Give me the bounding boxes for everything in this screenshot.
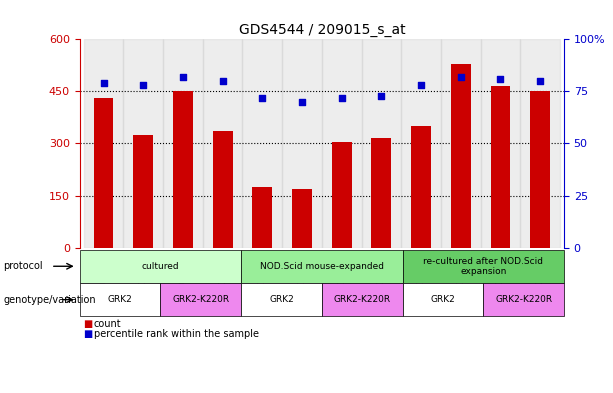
Text: GRK2: GRK2 [108, 295, 132, 304]
Bar [402, 39, 441, 248]
Bar [371, 138, 391, 248]
Bar [123, 39, 163, 248]
Bar [213, 131, 232, 248]
Bar [83, 39, 123, 248]
Text: NOD.Scid mouse-expanded: NOD.Scid mouse-expanded [260, 262, 384, 271]
Bar [282, 39, 322, 248]
Text: percentile rank within the sample: percentile rank within the sample [94, 329, 259, 339]
Text: cultured: cultured [142, 262, 179, 271]
Point [535, 78, 545, 84]
Bar [80, 250, 241, 283]
Point [337, 94, 346, 101]
Bar [241, 250, 403, 283]
Text: GRK2: GRK2 [430, 295, 455, 304]
Point [99, 80, 109, 86]
Bar [451, 64, 471, 248]
Bar [483, 283, 564, 316]
Point [456, 73, 466, 80]
Point [218, 78, 227, 84]
Bar [242, 39, 282, 248]
Bar [94, 98, 113, 248]
Bar [530, 91, 550, 248]
Text: re-cultured after NOD.Scid
expansion: re-cultured after NOD.Scid expansion [423, 257, 543, 276]
Bar [322, 39, 362, 248]
Title: GDS4544 / 209015_s_at: GDS4544 / 209015_s_at [238, 23, 405, 37]
Text: GRK2-K220R: GRK2-K220R [495, 295, 552, 304]
Bar [362, 39, 402, 248]
Text: GRK2-K220R: GRK2-K220R [172, 295, 229, 304]
Text: protocol: protocol [3, 261, 43, 271]
Bar [163, 39, 203, 248]
Point [297, 99, 307, 105]
Point [376, 92, 386, 99]
Bar [133, 135, 153, 248]
Text: genotype/variation: genotype/variation [3, 295, 96, 305]
Bar [292, 189, 312, 248]
Bar [322, 283, 403, 316]
Text: GRK2: GRK2 [269, 295, 294, 304]
Bar [441, 39, 481, 248]
Point [257, 94, 267, 101]
Text: ■: ■ [83, 329, 92, 339]
Bar [403, 283, 483, 316]
Point [178, 73, 188, 80]
Bar [253, 187, 272, 248]
Point [139, 82, 148, 88]
Bar [80, 283, 161, 316]
Point [495, 76, 505, 82]
Bar [490, 86, 511, 248]
Text: count: count [94, 319, 121, 329]
Text: ■: ■ [83, 319, 92, 329]
Point [416, 82, 426, 88]
Bar [403, 250, 564, 283]
Bar [411, 126, 431, 248]
Bar [520, 39, 560, 248]
Bar [241, 283, 322, 316]
Bar [203, 39, 242, 248]
Bar [173, 91, 193, 248]
Text: GRK2-K220R: GRK2-K220R [333, 295, 390, 304]
Bar [161, 283, 241, 316]
Bar [332, 142, 352, 248]
Bar [481, 39, 520, 248]
